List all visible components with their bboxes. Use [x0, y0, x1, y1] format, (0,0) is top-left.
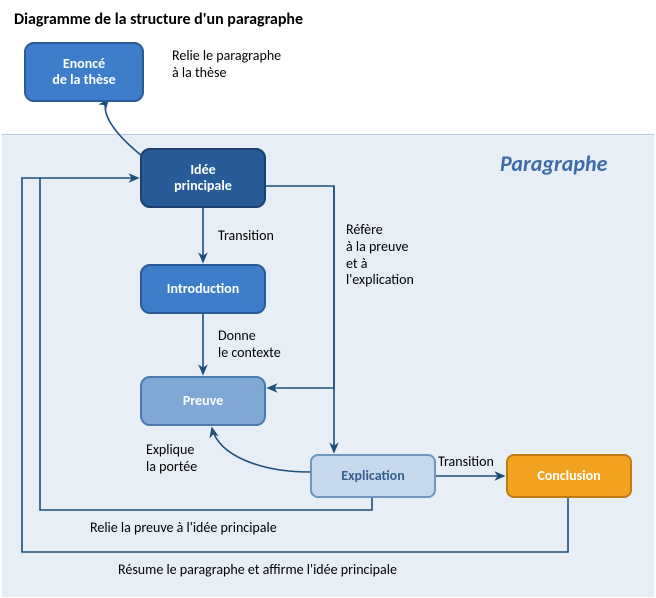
node-preuve: Preuve [140, 376, 266, 426]
node-conclusion: Conclusion [506, 454, 632, 498]
node-enonce: Enoncé de la thèse [24, 42, 144, 102]
edge-label-donne-contexte: Donne le contexte [218, 328, 281, 362]
edge-label-relie-preuve: Relie la preuve à l'idée principale [90, 520, 277, 537]
node-label: Idée principale [174, 162, 232, 194]
edge-label-transition2: Transition [438, 454, 494, 471]
edge-label-resume: Résume le paragraphe et affirme l'idée p… [118, 562, 397, 579]
edge-label-relie-these: Relie le paragraphe à la thèse [172, 48, 281, 82]
diagram-canvas: { "title": { "text": "Diagramme de la st… [0, 0, 656, 598]
node-label: Explication [341, 468, 404, 484]
edge-label-refere: Réfère à la preuve et à l'explication [346, 222, 414, 289]
node-label: Preuve [183, 393, 223, 409]
node-label: Enoncé de la thèse [52, 56, 115, 88]
node-explication: Explication [310, 454, 436, 498]
node-introduction: Introduction [140, 264, 266, 314]
node-idee: Idée principale [140, 148, 266, 208]
edge-label-transition1: Transition [218, 228, 274, 245]
edge-label-explique-portee: Explique la portée [146, 442, 197, 476]
paragraph-region-label: Paragraphe [500, 150, 607, 177]
node-label: Conclusion [537, 468, 600, 484]
page-title: Diagramme de la structure d'un paragraph… [14, 10, 303, 29]
node-label: Introduction [167, 281, 239, 297]
